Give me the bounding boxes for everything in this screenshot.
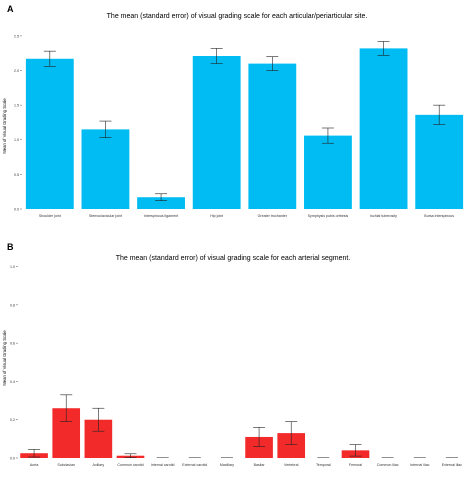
- y-tick-label-a: 0.0: [14, 207, 19, 211]
- bar-b-8: [245, 436, 273, 458]
- y-tick-label-a: 1.5: [14, 104, 19, 108]
- x-tick-label-b: External iliac: [442, 463, 463, 467]
- x-tick-label-a: Ischial tuberosity: [370, 214, 397, 218]
- bar-a-8: [415, 114, 464, 209]
- x-tick-label-b: Common iliac: [377, 463, 399, 467]
- y-axis-label-b: Mean of Visual Grading Scale: [2, 330, 7, 386]
- x-tick-label-b: Common carotid: [117, 463, 143, 467]
- y-tick-label-b: 0.4: [10, 380, 15, 384]
- x-tick-label-b: Axillary: [93, 463, 105, 467]
- bar-a-3: [137, 197, 185, 209]
- y-tick-label-a: 1.0: [14, 138, 19, 142]
- x-tick-label-b: Temporal: [316, 463, 331, 467]
- y-tick-label-b: 0.2: [10, 418, 15, 422]
- y-tick-label-b: 1.0: [10, 265, 15, 269]
- panel-label-a: A: [7, 4, 14, 14]
- bar-a-5: [248, 63, 297, 209]
- panel-b: B The mean (standard error) of visual gr…: [2, 242, 462, 467]
- bar-a-6: [304, 135, 352, 209]
- bar-a-1: [25, 58, 74, 210]
- x-tick-label-b: Basilar: [254, 463, 266, 467]
- panel-label-b: B: [7, 242, 14, 252]
- x-tick-label-b: Subclavian: [57, 463, 75, 467]
- bar-a-7: [359, 48, 408, 210]
- y-axis-label-a: Mean of Visual Grading Scale: [2, 98, 7, 154]
- y-tick-label-a: 0.5: [14, 173, 19, 177]
- y-tick-label-b: 0.0: [10, 456, 15, 460]
- chart-title-a: The mean (standard error) of visual grad…: [107, 13, 368, 20]
- bar-a-4: [192, 56, 241, 209]
- x-tick-label-b: Internal carotid: [151, 463, 175, 467]
- plot-area-a: 0.0 0.5 1.0 1.5 2.0 2.5 Shoulder joint Sternocl…: [14, 34, 464, 218]
- y-tick-label-a: 2.5: [14, 34, 19, 38]
- chart-title-b: The mean (standard error) of visual grad…: [116, 255, 351, 262]
- bar-a-2: [81, 129, 130, 209]
- y-tick-label-a: 2.0: [14, 69, 19, 73]
- panel-a: A The mean (standard error) of visual gr…: [2, 4, 464, 218]
- x-tick-label-a: Shoulder joint: [39, 214, 61, 218]
- x-tick-label-b: Internal iliac: [410, 463, 429, 467]
- x-tick-label-a: Bursa interspinous: [424, 214, 454, 218]
- x-tick-label-b: Femoral: [349, 463, 362, 467]
- x-tick-label-a: Interspinous ligament: [144, 214, 178, 218]
- plot-area-b: 0.0 0.2 0.4 0.6 0.8 1.0 Aorta Subclavian Axillar…: [10, 265, 462, 467]
- x-tick-label-a: Hip joint: [210, 214, 223, 218]
- x-tick-label-a: Greater trochanter: [258, 214, 288, 218]
- x-tick-label-a: Symphysis pubis orthesis: [308, 214, 349, 218]
- x-tick-label-b: Vertebral: [284, 463, 299, 467]
- y-tick-label-b: 0.8: [10, 303, 15, 307]
- x-tick-label-b: Aorta: [30, 463, 39, 467]
- x-tick-label-a: Sternoclavicular joint: [89, 214, 122, 218]
- x-tick-label-b: Maxillary: [220, 463, 234, 467]
- x-tick-label-b: External carotid: [182, 463, 207, 467]
- y-tick-label-b: 0.6: [10, 342, 15, 346]
